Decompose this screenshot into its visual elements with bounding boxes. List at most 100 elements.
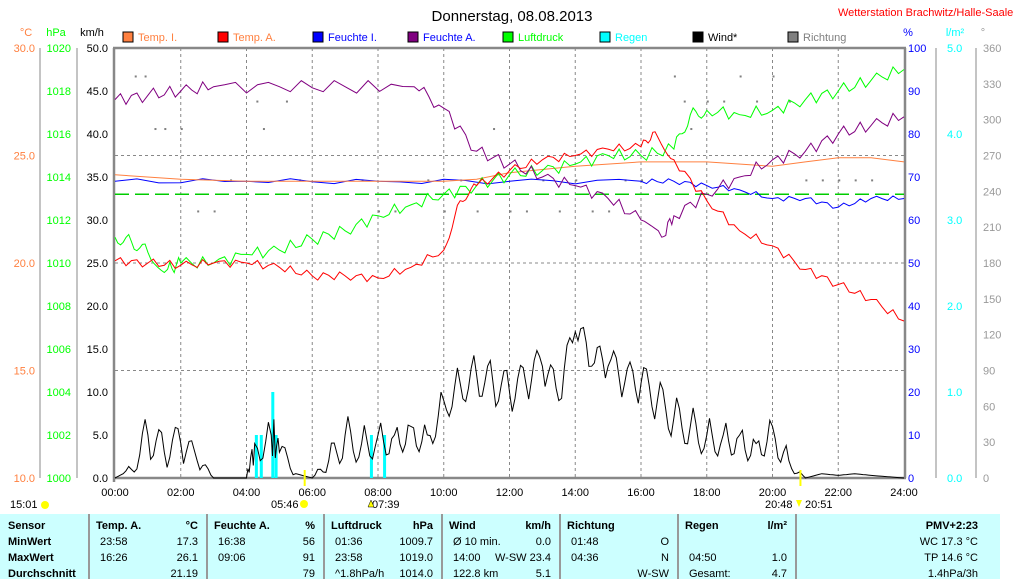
moonrise-time: 07:39 <box>372 499 400 511</box>
direction-point <box>180 128 183 131</box>
direction-value: W-SW <box>637 568 669 580</box>
pressure-value: 1014.0 <box>399 568 433 580</box>
legend-label-feuchte_i: Feuchte I. <box>328 32 377 44</box>
humidity-axis-unit: % <box>903 27 913 39</box>
pressure-time: 23:58 <box>335 552 363 564</box>
col-sensor: Sensor MinWert MaxWert Durchschnitt <box>0 514 88 580</box>
x-tick-label: 14:00 <box>561 487 589 499</box>
direction-point <box>673 75 676 78</box>
rain-bar <box>271 392 275 478</box>
row-label-min: MinWert <box>8 536 52 548</box>
direction-axis-tick-label: 90 <box>983 366 995 378</box>
direction-point <box>821 179 824 182</box>
direction-point <box>854 179 857 182</box>
humidity-axis-tick-label: 70 <box>908 172 920 184</box>
legend-swatch-wind <box>692 31 704 43</box>
rain-bar <box>274 435 278 478</box>
temp-axis-tick-label: 10.0 <box>14 473 35 485</box>
direction-point <box>690 128 693 131</box>
series-luftdruck <box>114 65 905 274</box>
direction-axis-tick-label: 120 <box>983 330 1001 342</box>
temp-axis-tick-label: 15.0 <box>14 366 35 378</box>
pressure-axis-tick-label: 1016 <box>47 129 71 141</box>
series <box>114 65 905 479</box>
legend-label-feuchte_a: Feuchte A. <box>423 32 476 44</box>
temp-time: 16:26 <box>100 552 128 564</box>
rain-value: 4.7 <box>771 568 787 580</box>
legend-label-richtung: Richtung <box>803 32 846 44</box>
wind-axis-tick-label: 40.0 <box>87 129 108 141</box>
moonset-time: 15:01 <box>10 499 38 511</box>
col-humidity: Feuchte A.% 16:38 56 09:06 91 79 <box>206 514 323 580</box>
rain-axis-tick-label: 5.0 <box>947 43 962 55</box>
legend-label-temp_a: Temp. A. <box>233 32 276 44</box>
humidity-axis-tick-label: 100 <box>908 43 926 55</box>
wind-axis-tick-label: 45.0 <box>87 86 108 98</box>
direction-point <box>427 179 430 182</box>
rain-bar <box>254 435 258 478</box>
pressure-axis-tick-label: 1014 <box>47 172 71 184</box>
humidity-header: Feuchte A. <box>214 520 270 532</box>
legend-swatch-temp_i <box>122 31 134 43</box>
x-tick-label: 12:00 <box>496 487 524 499</box>
wind-chill: WC 17.3 °C <box>919 536 978 548</box>
legend-swatch-regen <box>599 31 611 43</box>
legend-label-regen: Regen <box>615 32 647 44</box>
temp-value: 21.19 <box>170 568 198 580</box>
dew-point: TP 14.6 °C <box>924 552 978 564</box>
row-label-max: MaxWert <box>8 552 54 564</box>
rain-axis-tick-label: 4.0 <box>947 129 962 141</box>
x-tick-label: 04:00 <box>233 487 261 499</box>
temp-time: 23:58 <box>100 536 128 548</box>
humidity-axis-tick-label: 40 <box>908 301 920 313</box>
sun-moon-times: 15:01 05:46 07:39 20:48 20:51 <box>10 470 833 511</box>
direction-axis-tick-label: 180 <box>983 258 1001 270</box>
sunrise-time: 05:46 <box>271 499 299 511</box>
direction-axis-tick-label: 240 <box>983 186 1001 198</box>
direction-point <box>144 75 147 78</box>
humidity-axis-tick-label: 30 <box>908 344 920 356</box>
direction-point <box>213 210 216 213</box>
direction-point <box>134 75 137 78</box>
humidity-time: 16:38 <box>218 536 246 548</box>
rain-value: 1.0 <box>771 552 787 564</box>
direction-axis-tick-label: 150 <box>983 294 1001 306</box>
x-tick-label: 20:00 <box>759 487 787 499</box>
direction-point <box>525 210 528 213</box>
legend-label-temp_i: Temp. I. <box>138 32 177 44</box>
wind-header: Wind <box>449 520 476 532</box>
wind-axis-tick-label: 0.0 <box>93 473 108 485</box>
humidity-axis-tick-label: 50 <box>908 258 920 270</box>
direction-point <box>509 210 512 213</box>
direction-point <box>256 100 259 103</box>
wind-axis-unit: km/h <box>80 27 104 39</box>
moon-icon <box>41 501 49 509</box>
direction-point <box>608 210 611 213</box>
legend: Temp. I. Temp. A. Feuchte I. Feuchte A. Luft… <box>122 31 846 44</box>
direction-axis-tick-label: 210 <box>983 222 1001 234</box>
statistics-table: Sensor MinWert MaxWert Durchschnitt Temp… <box>0 514 1000 580</box>
direction-point <box>262 128 265 131</box>
direction-value: O <box>660 536 669 548</box>
pressure-axis-tick-label: 1006 <box>47 344 71 356</box>
direction-point <box>772 75 775 78</box>
humidity-value: 79 <box>302 568 315 580</box>
direction-point <box>739 75 742 78</box>
station-name: Wetterstation Brachwitz/Halle-Saale <box>838 7 1013 19</box>
wind-time: 14:00 <box>453 552 481 564</box>
direction-point <box>788 100 791 103</box>
legend-swatch-feuchte_i <box>312 31 324 43</box>
series-wind <box>114 326 905 479</box>
chart-title: Donnerstag, 08.08.2013 <box>432 8 593 25</box>
humidity-value: 56 <box>302 536 315 548</box>
x-tick-label: 06:00 <box>298 487 326 499</box>
pressure-value: 1009.7 <box>399 536 433 548</box>
weather-chart: Donnerstag, 08.08.2013 Wetterstation Bra… <box>10 7 1013 511</box>
wind-time: 122.8 km <box>453 568 499 580</box>
legend-label-wind: Wind* <box>708 32 738 44</box>
direction-point <box>756 100 759 103</box>
legend-swatch-luftdruck <box>502 31 514 43</box>
legend-swatch-temp_a <box>217 31 229 43</box>
pmv-header: PMV+2:23 <box>925 520 978 532</box>
direction-point <box>558 210 561 213</box>
